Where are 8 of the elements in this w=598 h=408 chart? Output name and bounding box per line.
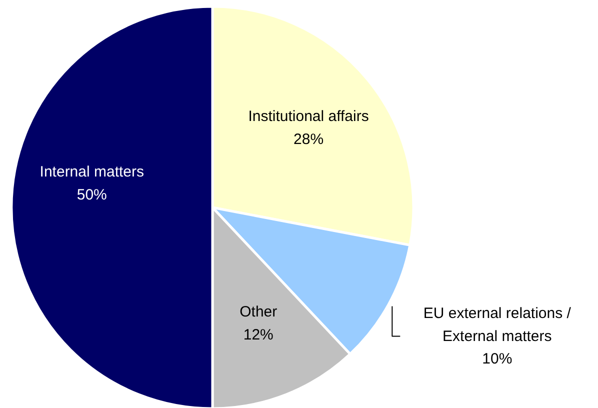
slice-label: EU external relations / External matters — [423, 304, 572, 345]
data-label: 12% — [243, 326, 274, 344]
data-label: 10% — [482, 350, 512, 368]
data-label: 50% — [76, 186, 107, 204]
slice-label: Other — [240, 303, 278, 320]
slice-label: Internal matters — [40, 163, 144, 180]
data-label: 28% — [294, 131, 324, 148]
slice-label: Institutional affairs — [248, 108, 369, 126]
